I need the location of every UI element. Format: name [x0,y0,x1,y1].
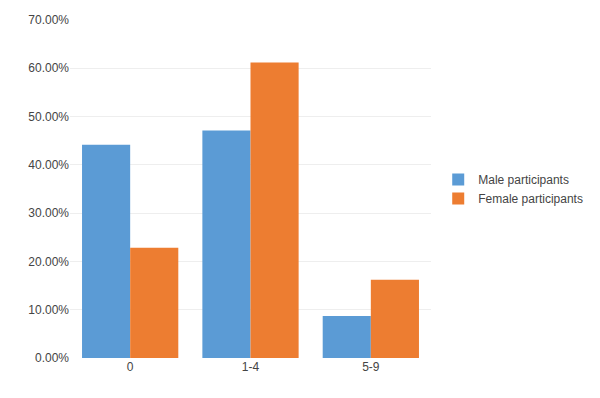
svg-text:0.00%: 0.00% [35,351,69,365]
svg-text:20.00%: 20.00% [28,255,69,269]
svg-text:40.00%: 40.00% [28,158,69,172]
svg-text:1-4: 1-4 [242,360,260,374]
svg-text:Female participants: Female participants [478,192,583,206]
svg-text:0: 0 [127,360,134,374]
svg-text:5-9: 5-9 [362,360,380,374]
svg-text:30.00%: 30.00% [28,206,69,220]
svg-text:70.00%: 70.00% [28,13,69,27]
svg-text:Male participants: Male participants [478,173,569,187]
svg-text:50.00%: 50.00% [28,110,69,124]
svg-text:10.00%: 10.00% [28,303,69,317]
svg-text:60.00%: 60.00% [28,61,69,75]
